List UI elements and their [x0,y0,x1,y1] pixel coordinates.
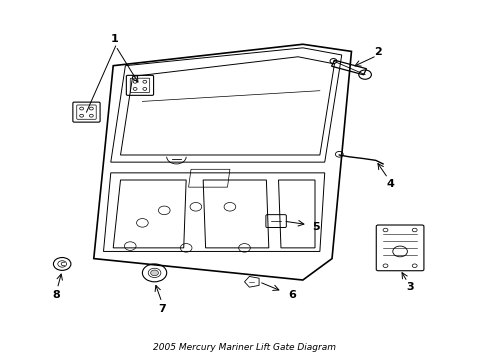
Text: 6: 6 [287,290,295,300]
Text: 3: 3 [405,282,413,292]
Text: 2005 Mercury Mariner Lift Gate Diagram: 2005 Mercury Mariner Lift Gate Diagram [153,343,335,352]
Text: 4: 4 [386,179,393,189]
Text: 7: 7 [158,304,165,314]
Text: 2: 2 [374,47,381,57]
Text: 8: 8 [52,290,60,300]
Circle shape [150,270,158,276]
Text: 1: 1 [110,34,118,44]
Text: 5: 5 [312,222,320,232]
